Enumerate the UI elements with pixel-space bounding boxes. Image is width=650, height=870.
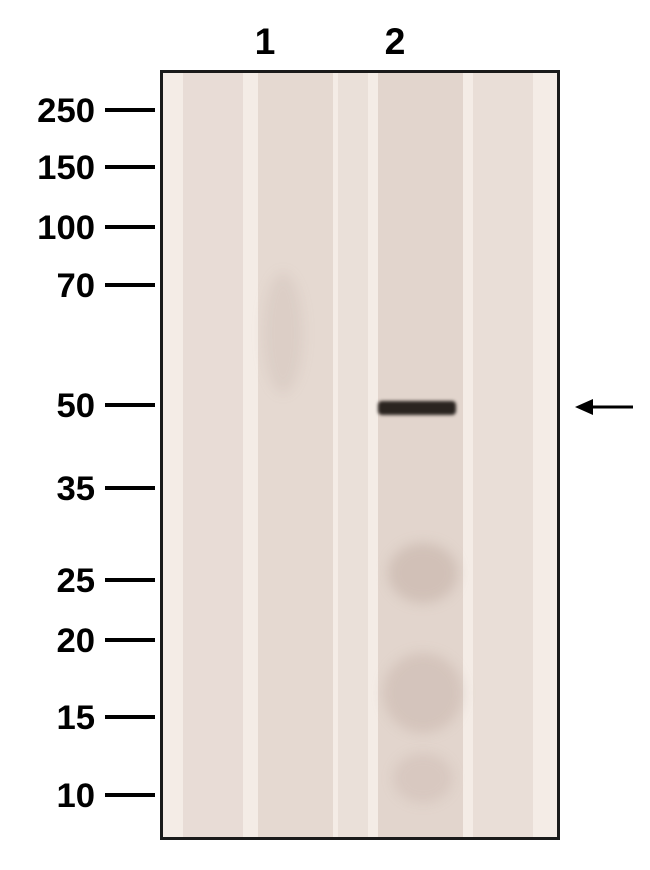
blot-smudge	[263, 273, 303, 393]
mw-tick-70	[105, 283, 155, 287]
mw-tick-150	[105, 165, 155, 169]
mw-tick-10	[105, 793, 155, 797]
mw-tick-35	[105, 486, 155, 490]
blot-smudge	[388, 543, 458, 603]
lane-shade	[258, 73, 333, 837]
blot-membrane	[163, 73, 557, 837]
mw-tick-250	[105, 108, 155, 112]
mw-tick-20	[105, 638, 155, 642]
mw-label-35: 35	[0, 470, 95, 509]
mw-label-25: 25	[0, 562, 95, 601]
lane-2-label: 2	[380, 20, 410, 63]
mw-label-50: 50	[0, 387, 95, 426]
mw-tick-50	[105, 403, 155, 407]
mw-label-100: 100	[0, 209, 95, 248]
lane-shade	[183, 73, 243, 837]
lane-1-label: 1	[250, 20, 280, 63]
mw-label-15: 15	[0, 699, 95, 738]
mw-label-70: 70	[0, 267, 95, 306]
blot-frame	[160, 70, 560, 840]
mw-tick-100	[105, 225, 155, 229]
lane-shade	[338, 73, 368, 837]
mw-label-10: 10	[0, 777, 95, 816]
mw-label-150: 150	[0, 149, 95, 188]
protein-band-lane2	[378, 401, 456, 415]
mw-label-250: 250	[0, 92, 95, 131]
blot-smudge	[383, 653, 463, 733]
blot-smudge	[393, 753, 453, 803]
lane-shade	[473, 73, 533, 837]
mw-tick-25	[105, 578, 155, 582]
mw-label-20: 20	[0, 622, 95, 661]
mw-tick-15	[105, 715, 155, 719]
western-blot-figure: 1 2 250 150 100 70 50 35 25 20 15 10	[0, 0, 650, 870]
band-arrow-icon	[575, 396, 635, 418]
